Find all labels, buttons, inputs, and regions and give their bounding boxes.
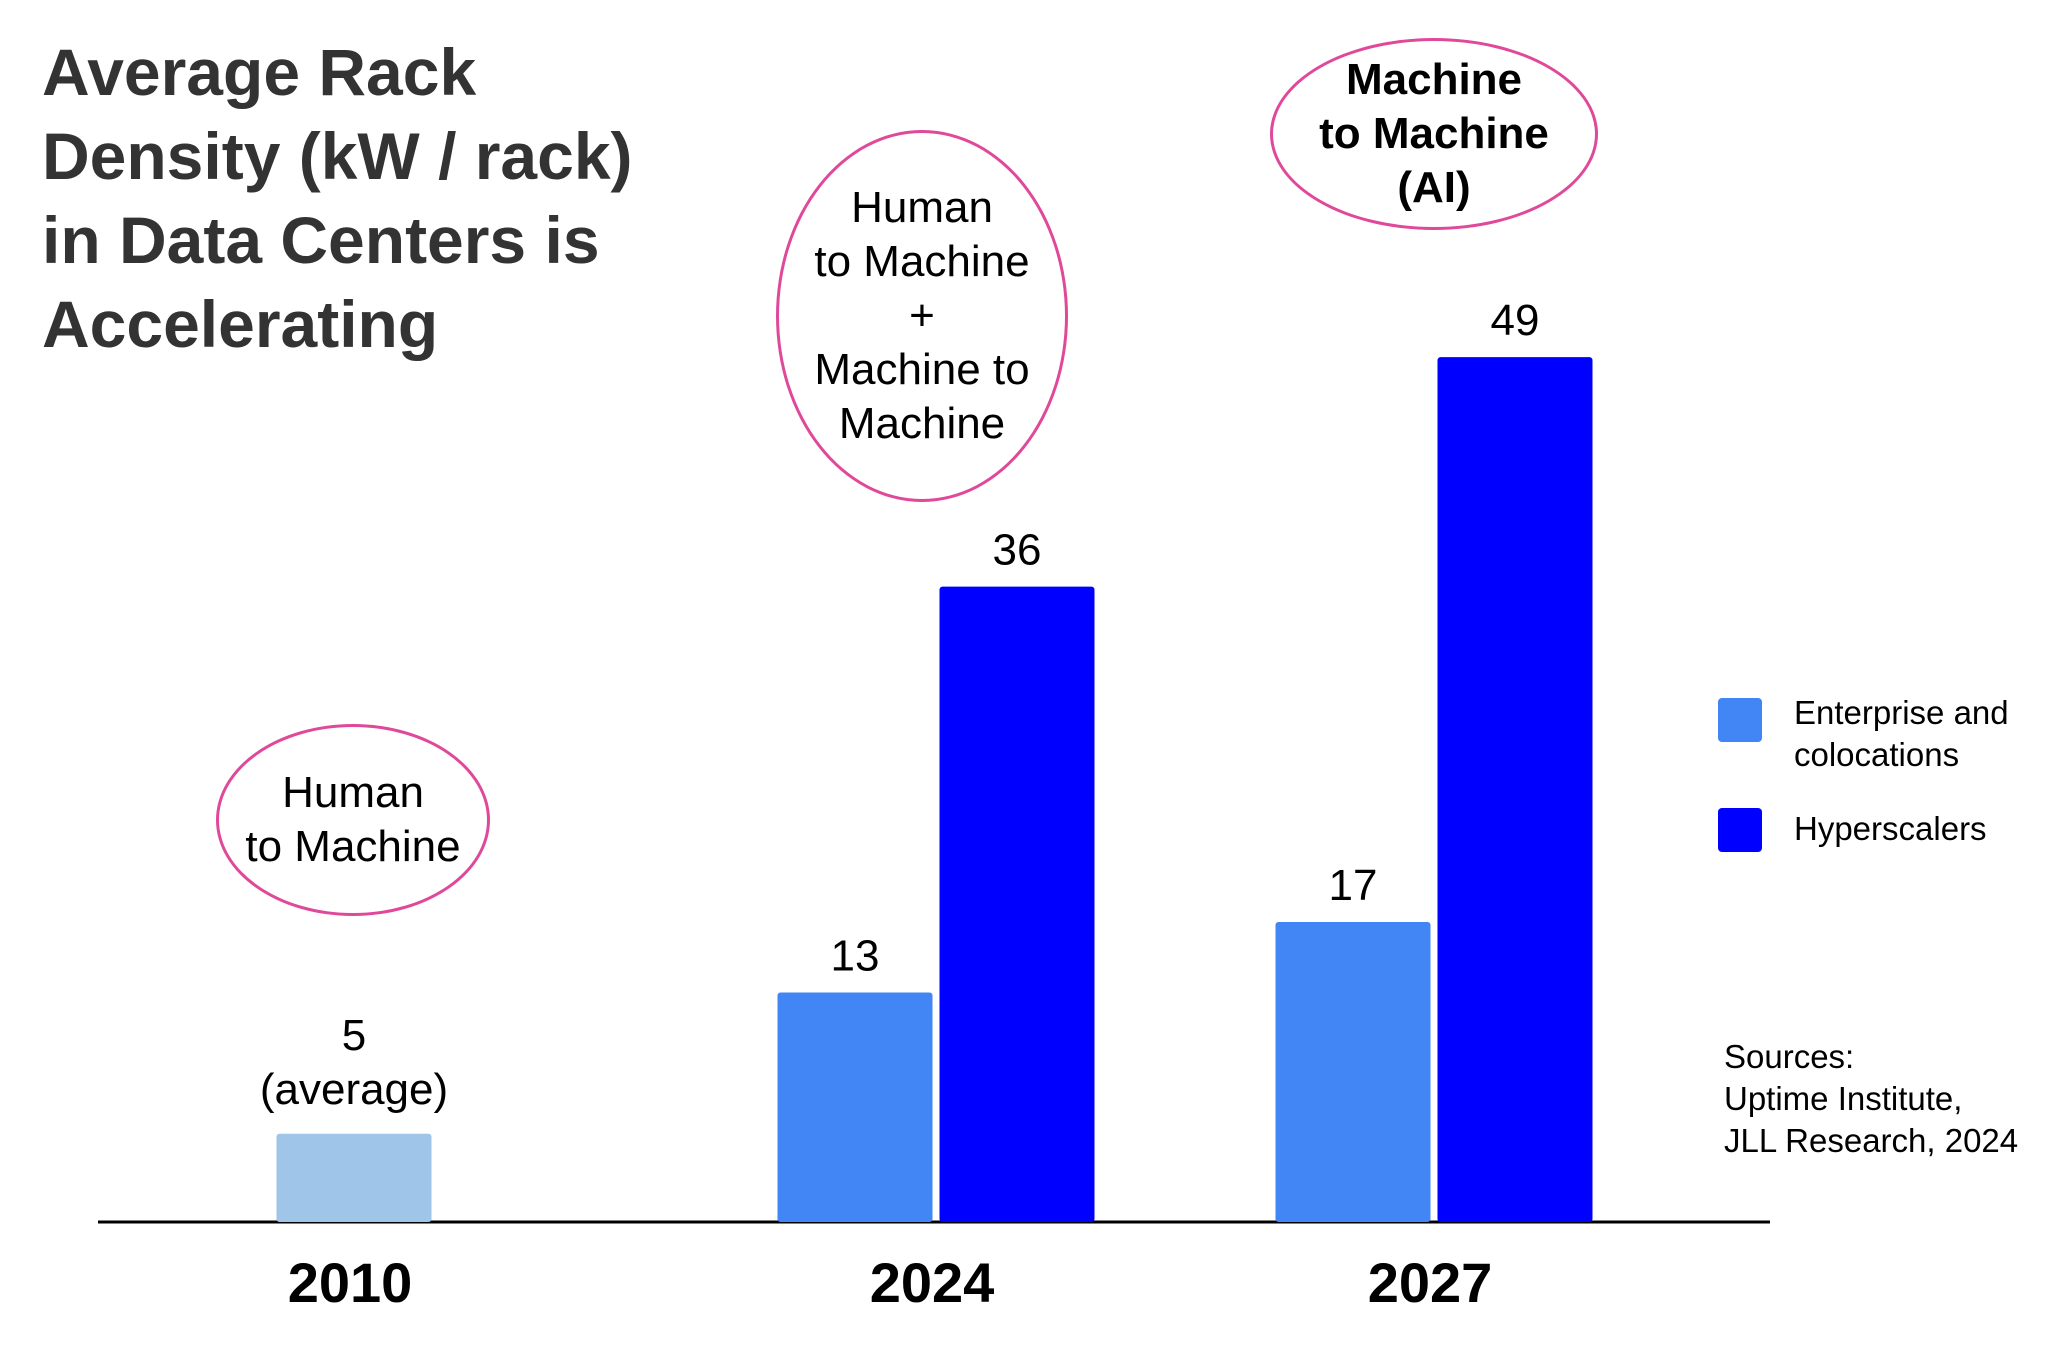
title-line: Average Rack xyxy=(42,35,477,109)
annotation-human-and-machine: Human to Machine + Machine to Machine xyxy=(776,130,1068,502)
chart-title: Average Rack Density (kW / rack) in Data… xyxy=(42,30,702,366)
legend-label-line: Hyperscalers xyxy=(1794,810,1987,847)
title-line: in Data Centers is xyxy=(42,203,600,277)
annotation-line: (AI) xyxy=(1397,163,1471,212)
bar-2010-average xyxy=(276,1133,432,1222)
bar-2024-enterprise-and-colocations xyxy=(777,992,933,1222)
annotation-line: to Machine xyxy=(1319,109,1549,158)
annotation-machine-to-machine: Machine to Machine (AI) xyxy=(1270,38,1598,230)
data-label: 13 xyxy=(831,932,880,981)
data-label: 49 xyxy=(1491,296,1540,345)
data-label: 17 xyxy=(1329,861,1378,910)
annotation-line: to Machine xyxy=(245,822,461,871)
annotation-line: Machine xyxy=(838,399,1006,448)
legend-label-line: colocations xyxy=(1794,736,1960,773)
annotation-line: Human xyxy=(282,768,424,817)
annotation-line: Human xyxy=(851,183,993,232)
legend-label: Hyperscalers xyxy=(1794,808,1987,850)
annotation-line: Machine to xyxy=(814,345,1030,394)
title-line: Accelerating xyxy=(42,287,439,361)
legend-label-line: Enterprise and xyxy=(1794,694,2009,731)
x-tick-label: 2010 xyxy=(288,1251,413,1314)
data-label: 36 xyxy=(993,526,1042,575)
bar-2024-hyperscalers xyxy=(939,586,1095,1222)
data-label-value: 5 xyxy=(342,1011,366,1060)
annotation-line: + xyxy=(909,291,935,340)
sources-line: Sources: xyxy=(1724,1038,1855,1075)
data-label-note: (average) xyxy=(260,1065,448,1114)
title-line: Density (kW / rack) xyxy=(42,119,633,193)
legend-swatch xyxy=(1718,698,1762,742)
annotation-human-to-machine: Human to Machine xyxy=(216,724,490,916)
legend-swatch xyxy=(1718,808,1762,852)
bar-2027-enterprise-and-colocations xyxy=(1275,921,1431,1222)
annotation-line: Machine xyxy=(1345,55,1523,104)
x-tick-label: 2027 xyxy=(1368,1251,1493,1314)
x-tick-label: 2024 xyxy=(870,1251,995,1314)
sources-line: Uptime Institute, xyxy=(1724,1080,1963,1117)
sources-note: Sources: Uptime Institute, JLL Research,… xyxy=(1724,1036,2018,1162)
annotation-line: to Machine xyxy=(814,237,1030,286)
bar-2027-hyperscalers xyxy=(1437,357,1593,1222)
sources-line: JLL Research, 2024 xyxy=(1724,1122,2019,1159)
legend-label: Enterprise and colocations xyxy=(1794,692,2009,776)
